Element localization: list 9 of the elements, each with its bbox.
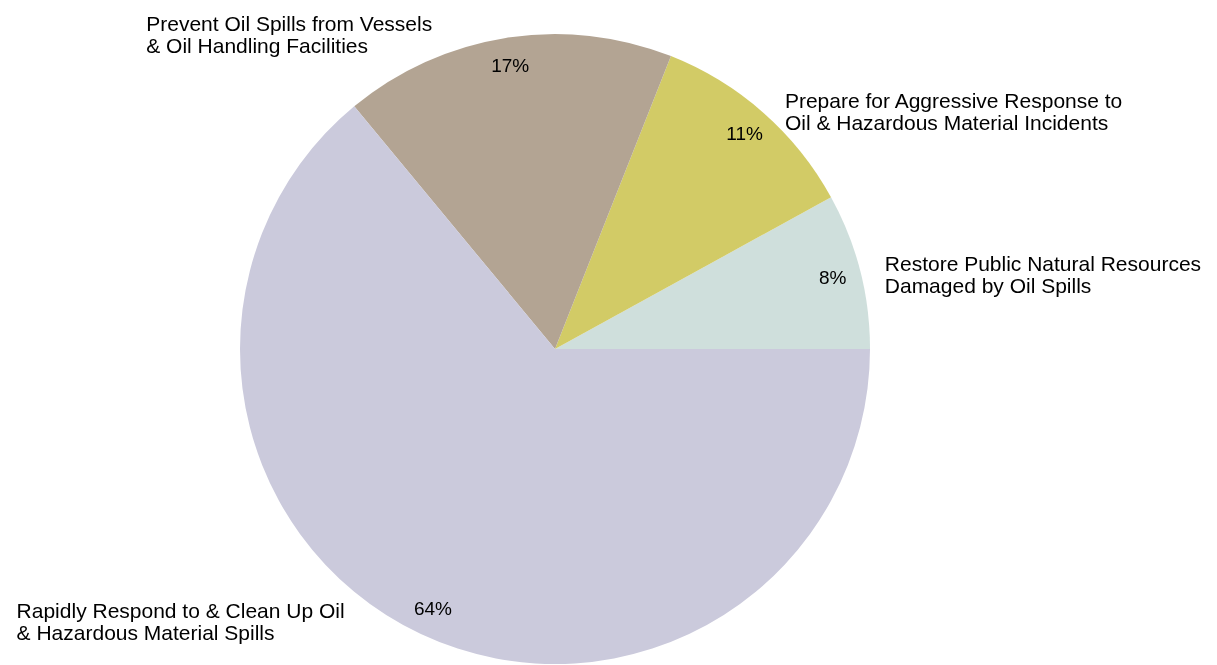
slice-label: Prepare for Aggressive Response to Oil & Hazardous Material Incidents: [784, 88, 1123, 134]
data-label: 17%: [491, 55, 530, 77]
pie-slice: [555, 197, 870, 349]
data-label: 8%: [818, 267, 847, 289]
data-label: 11%: [726, 123, 763, 145]
slice-label: Restore Public Natural Resources Damaged by Oil Spills: [884, 251, 1202, 297]
data-label: 64%: [413, 597, 453, 619]
slice-label: Prevent Oil Spills from Vessels & Oil Handling Facilities: [146, 11, 433, 57]
slice-label: Rapidly Respond to & Clean Up Oil & Hazardous Material Spills: [16, 598, 345, 644]
